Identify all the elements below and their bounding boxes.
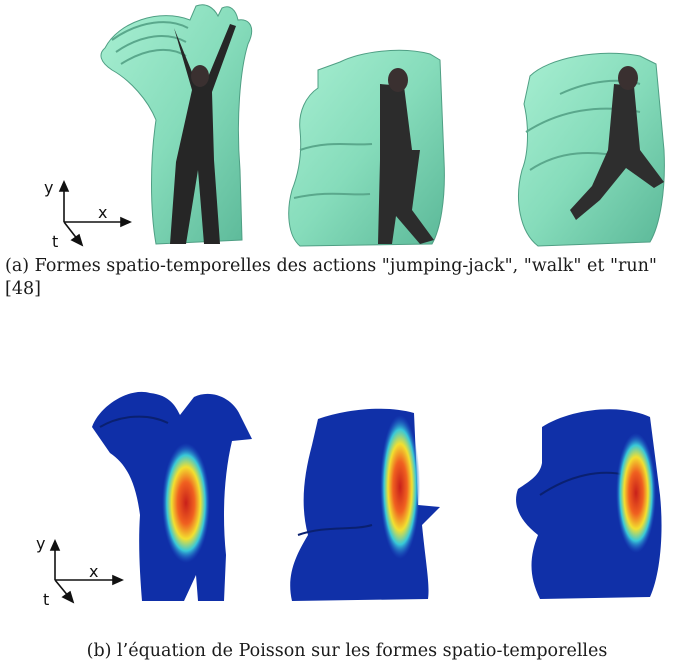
heatmap-shape-jumping-jack (92, 391, 252, 601)
panel-b-figure: y x t (b) l’équation de Poisson sur les … (0, 375, 694, 661)
axis-label-t: t (43, 590, 49, 609)
shape-walk (288, 49, 445, 247)
panel-a-figure: y x t (a) Fo (0, 0, 694, 299)
axis-label-x: x (89, 562, 98, 581)
space-time-shapes-illustration: y x t (44, 4, 665, 250)
shape-jumping-jack (100, 4, 253, 245)
poisson-heatmap-illustration: y x t (36, 391, 662, 609)
heatmap-shape-walk (290, 408, 440, 601)
axis-label-x: x (98, 203, 107, 222)
axis-label-y: y (44, 178, 53, 197)
shape-run (518, 52, 665, 247)
axis-label-t: t (52, 232, 58, 250)
figure-caption-b: (b) l’équation de Poisson sur les formes… (86, 641, 608, 661)
axes-icon (58, 180, 132, 247)
axes-icon (49, 539, 124, 604)
axis-label-y: y (36, 534, 45, 553)
figure-caption-a: (a) Formes spatio-temporelles des action… (5, 256, 657, 299)
heatmap-shape-run (516, 409, 662, 599)
